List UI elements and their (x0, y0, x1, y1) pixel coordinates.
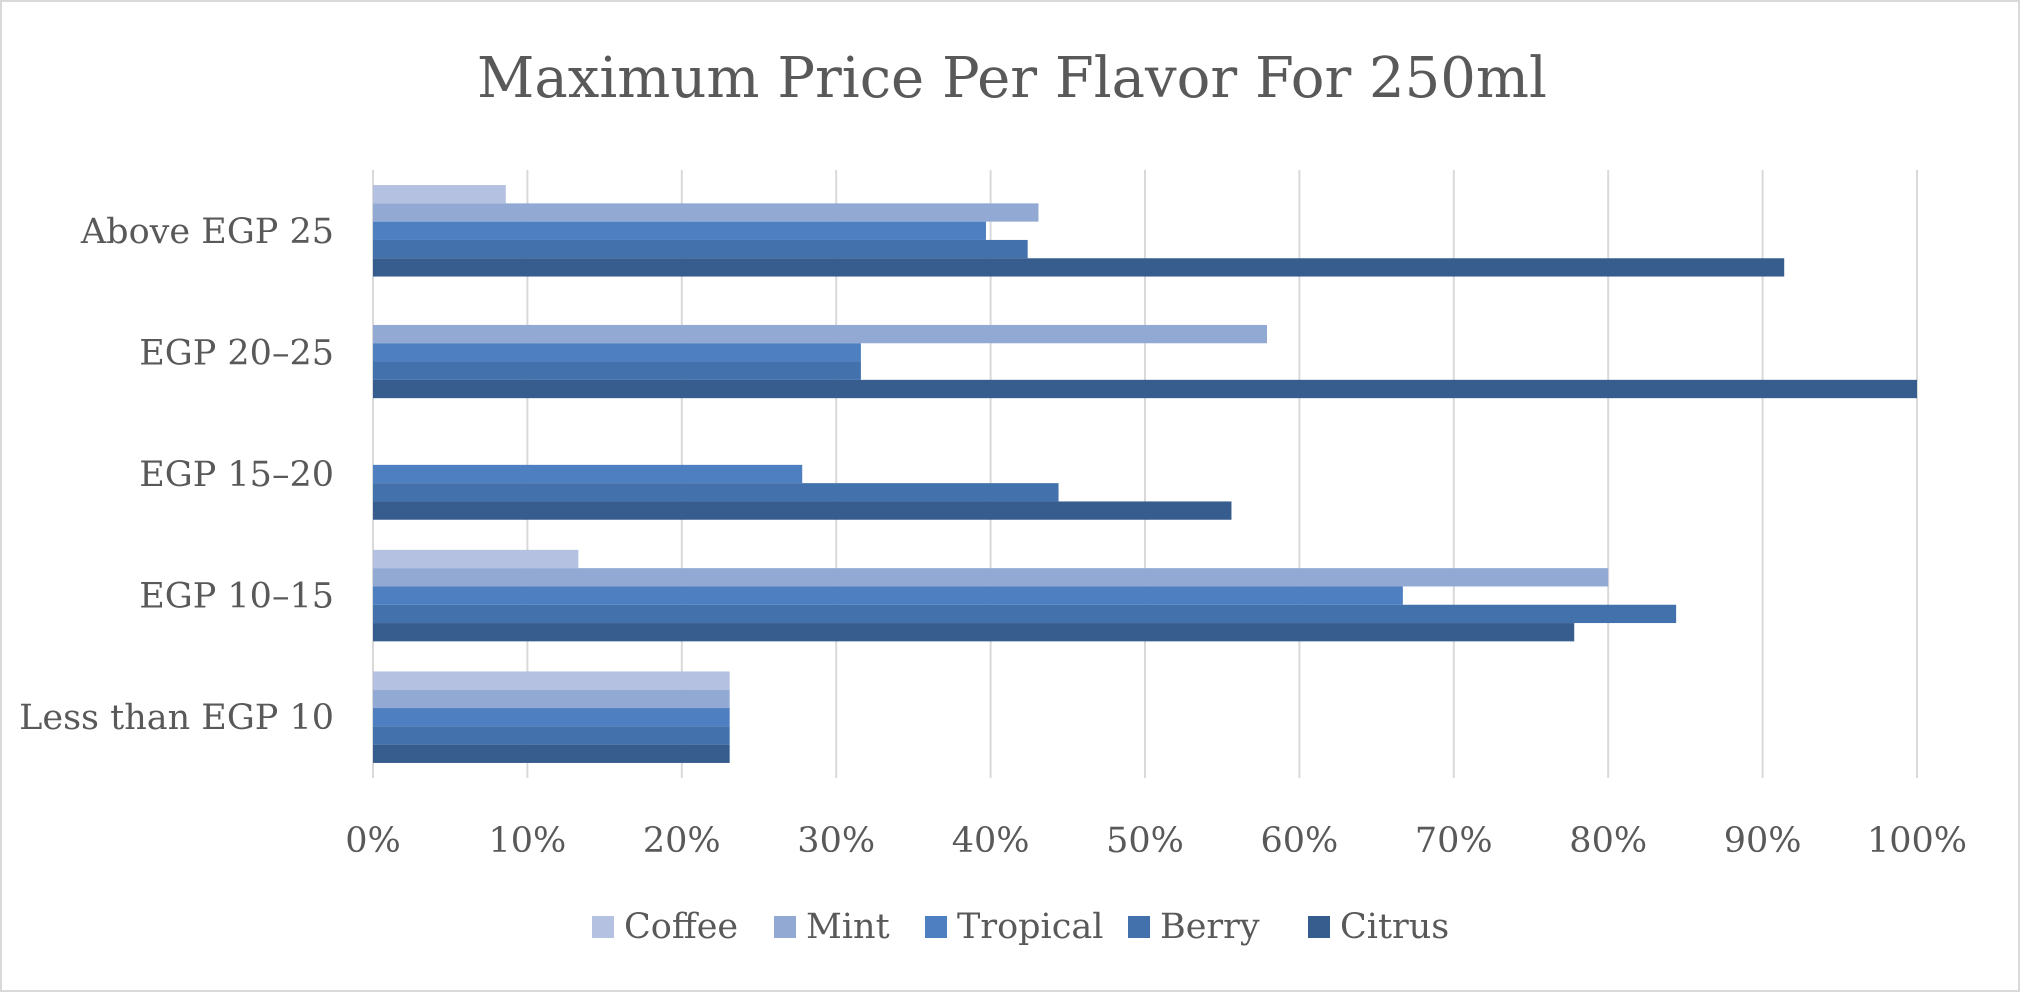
legend-label-tropical: Tropical (957, 907, 1103, 947)
chart-title: Maximum Price Per Flavor For 250ml (477, 46, 1547, 111)
category-labels: Less than EGP 10 EGP 10–15 EGP 15–20 EGP 20… (19, 212, 334, 738)
category-label: EGP 15–20 (139, 455, 334, 495)
bar-berry (373, 361, 861, 380)
category-label: EGP 10–15 (139, 577, 334, 617)
bar-tropical (373, 343, 861, 362)
category-label: EGP 20–25 (139, 333, 334, 373)
bar-tropical (373, 464, 803, 484)
legend-label-mint: Mint (806, 907, 890, 947)
bar-tropical (373, 586, 1403, 605)
legend-swatch-coffee (592, 916, 614, 938)
legend-label-coffee: Coffee (624, 907, 738, 947)
x-tick-label: 40% (952, 821, 1030, 861)
bar-mint (373, 568, 1609, 587)
legend-swatch-berry (1128, 916, 1150, 938)
bar-citrus (373, 744, 730, 763)
bar-citrus (373, 501, 1232, 520)
bar-berry (373, 239, 1028, 259)
bars (373, 185, 1917, 763)
bar-berry (373, 483, 1059, 502)
bar-berry (373, 604, 1677, 624)
bar-coffee (373, 671, 730, 690)
x-tick-label: 60% (1261, 821, 1339, 861)
x-tick-label: 90% (1724, 821, 1802, 861)
legend-swatch-citrus (1308, 916, 1330, 938)
bar-mint (373, 324, 1267, 344)
bar-citrus (373, 623, 1575, 642)
bar-tropical (373, 221, 986, 240)
bar-tropical (373, 708, 730, 727)
x-tick-label: 80% (1569, 821, 1647, 861)
bar-citrus (373, 258, 1785, 277)
legend-label-citrus: Citrus (1340, 907, 1449, 947)
x-tick-label: 100% (1867, 821, 1967, 861)
legend-swatch-tropical (925, 916, 947, 938)
legend-label-berry: Berry (1160, 907, 1260, 947)
x-tick-label: 20% (643, 821, 721, 861)
x-axis-tick-labels: 0% 10% 20% 30% 40% 50% 60% 70% 80% 90% 100% (345, 821, 1967, 861)
category-label: Less than EGP 10 (19, 698, 334, 738)
bar-coffee (373, 549, 579, 569)
x-tick-label: 50% (1106, 821, 1184, 861)
bar-mint (373, 689, 730, 709)
bar-berry (373, 726, 730, 745)
legend: Coffee Mint Tropical Berry Citrus (592, 907, 1449, 947)
legend-swatch-mint (774, 916, 796, 938)
category-label: Above EGP 25 (80, 212, 334, 252)
bar-coffee (373, 185, 506, 204)
x-tick-label: 0% (345, 821, 401, 861)
bar-citrus (373, 379, 1917, 399)
x-tick-label: 70% (1415, 821, 1493, 861)
x-tick-label: 30% (797, 821, 875, 861)
bar-mint (373, 203, 1039, 222)
x-tick-label: 10% (489, 821, 567, 861)
